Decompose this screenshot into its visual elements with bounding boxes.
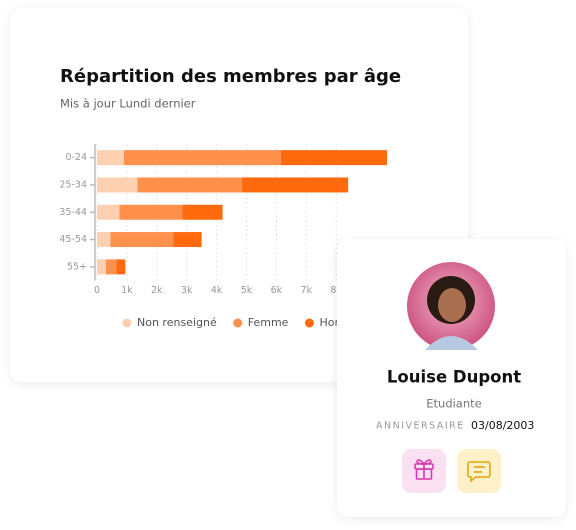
profile-card: Louise Dupont Etudiante ANNIVERSAIRE 03/…: [337, 239, 566, 517]
legend-swatch: [122, 318, 132, 328]
message-button[interactable]: [457, 449, 501, 493]
x-tick-label: 8k: [330, 285, 342, 296]
legend-label: Non renseigné: [137, 316, 217, 329]
legend-label: Femme: [248, 316, 289, 329]
bar-segment: [105, 259, 117, 275]
bar-segment: [280, 150, 388, 166]
y-tick-label: 45-54: [59, 234, 87, 245]
avatar-shirt: [425, 336, 478, 350]
x-tick-label: 7k: [301, 285, 313, 296]
x-tick-label: 4k: [211, 285, 223, 296]
profile-name: Louise Dupont: [387, 368, 521, 387]
bar-segment: [97, 204, 120, 220]
card-bg: [337, 239, 566, 517]
legend-swatch: [304, 318, 314, 328]
y-tick-label: 25-34: [59, 179, 87, 190]
y-tick-label: 0-24: [65, 152, 87, 163]
y-tick-label: 55+: [67, 261, 87, 272]
birthday: 03/08/2003: [471, 419, 534, 432]
bar-segment: [97, 150, 124, 166]
message-bg[interactable]: [457, 449, 501, 493]
avatar-face: [438, 288, 466, 322]
bar-segment: [123, 150, 281, 166]
bar-segment: [182, 204, 223, 220]
bar-segment: [242, 177, 349, 193]
bar-segment: [116, 259, 126, 275]
gift-button[interactable]: [402, 449, 446, 493]
chart-title: Répartition des membres par âge: [60, 66, 401, 87]
x-tick-label: 6k: [271, 285, 283, 296]
x-tick-label: 1k: [121, 285, 133, 296]
message-icon: [467, 461, 491, 483]
bar-segment: [119, 204, 183, 220]
bar-segment: [97, 259, 106, 275]
x-tick-label: 3k: [181, 285, 193, 296]
profile-role: Etudiante: [426, 397, 481, 411]
bar-segment: [97, 232, 111, 248]
bar-segment: [110, 232, 174, 248]
bar-segment: [173, 232, 202, 248]
legend-swatch: [233, 318, 243, 328]
chart-subtitle: Mis à jour Lundi dernier: [60, 97, 196, 111]
bar-segment: [97, 177, 138, 193]
y-tick-label: 35-44: [59, 207, 87, 218]
x-tick-label: 2k: [151, 285, 163, 296]
x-tick-label: 5k: [241, 285, 253, 296]
x-tick-label: 0: [94, 285, 100, 296]
bar-segment: [137, 177, 243, 193]
plot: 0 1k 2k 3k 4k 5k 6k 7k 8k 0-24 25-34 35-44 45-54 55+ N…: [59, 144, 388, 329]
birthday-label: ANNIVERSAIRE: [376, 421, 465, 432]
gift-icon: [414, 459, 434, 480]
